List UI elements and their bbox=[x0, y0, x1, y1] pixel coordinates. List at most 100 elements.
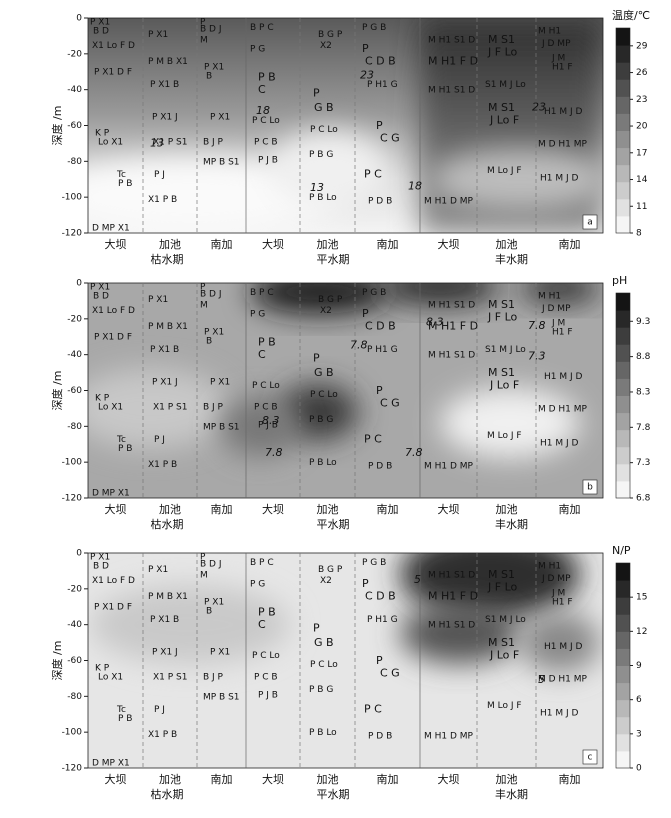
site-group-label: P C bbox=[364, 702, 382, 715]
y-tick-label: -20 bbox=[67, 584, 82, 594]
y-tick-label: -100 bbox=[62, 193, 83, 203]
site-group-label: X1 Lo F D bbox=[92, 576, 135, 586]
colorbar-frame bbox=[615, 292, 631, 499]
site-label: 大坝 bbox=[438, 502, 460, 516]
site-group-label: M D H1 MP bbox=[538, 674, 588, 684]
site-group-label: M bbox=[200, 570, 208, 580]
colorbar-tick-label: 9.3 bbox=[636, 317, 650, 327]
site-group-label: M H1 bbox=[538, 291, 561, 301]
colorbar-step bbox=[616, 614, 630, 632]
site-group-label: M Lo J F bbox=[487, 701, 522, 711]
contour-label: 13 bbox=[310, 181, 324, 194]
colorbar-title: pH bbox=[612, 274, 627, 287]
site-group-label: B D J bbox=[200, 560, 221, 570]
site-group-label: P C Lo bbox=[252, 381, 280, 391]
site-group-label: J M bbox=[551, 588, 565, 598]
site-group-label: P B bbox=[118, 179, 132, 189]
site-group-label: M bbox=[200, 35, 208, 45]
site-group-label: P X1 J bbox=[152, 647, 178, 657]
site-group-label: B G P bbox=[318, 295, 343, 305]
site-group-label: P B Lo bbox=[309, 728, 337, 738]
y-tick-label: 0 bbox=[76, 279, 82, 289]
colorbar-tick-label: 15 bbox=[636, 593, 647, 603]
site-group-label: P X1 bbox=[90, 553, 110, 563]
site-group-label: X1 P S1 bbox=[153, 138, 187, 148]
site-label: 加池 bbox=[159, 503, 181, 516]
contour-label: 8.3 bbox=[426, 315, 444, 328]
site-group-label: S1 M J Lo bbox=[485, 345, 526, 355]
colorbar-tick-label: 23 bbox=[636, 95, 647, 105]
site-group-label: P B bbox=[258, 71, 276, 84]
site-group-label: P bbox=[313, 352, 320, 365]
colorbar-step bbox=[616, 164, 630, 183]
y-axis-label: 深度 /m bbox=[50, 641, 64, 681]
site-label: 加池 bbox=[317, 773, 339, 786]
site-group-label: M H1 bbox=[538, 561, 561, 571]
colorbar-tick-label: 6.8 bbox=[636, 494, 651, 504]
site-group-label: B D bbox=[93, 26, 109, 36]
site-group-label: P B bbox=[118, 444, 132, 454]
season-label: 丰水期 bbox=[495, 253, 528, 266]
site-group-label: M S1 bbox=[488, 298, 515, 311]
contour-label: 23 bbox=[360, 68, 374, 81]
site-group-label: P C B bbox=[254, 403, 278, 413]
site-group-label: S1 M J Lo bbox=[485, 80, 526, 90]
contour-label: 7.8 bbox=[528, 319, 546, 332]
site-group-label: M H1 bbox=[538, 26, 561, 36]
site-group-label: H1 M J D bbox=[540, 708, 578, 718]
colorbar-step bbox=[616, 480, 630, 499]
site-label: 大坝 bbox=[262, 772, 284, 786]
site-group-label: P X1 bbox=[204, 62, 224, 72]
field-blob bbox=[400, 603, 520, 664]
colorbar-tick-label: 20 bbox=[636, 122, 648, 132]
field-blob bbox=[440, 387, 580, 458]
contour-field bbox=[88, 283, 603, 498]
site-label: 南加 bbox=[377, 238, 399, 251]
site-group-label: X1 P B bbox=[148, 460, 177, 470]
site-group-label: X2 bbox=[320, 306, 332, 316]
season-label: 丰水期 bbox=[495, 518, 528, 531]
colorbar-step bbox=[616, 130, 630, 149]
colorbar-title: 温度/℃ bbox=[612, 8, 650, 22]
site-group-label: P X1 B bbox=[150, 345, 179, 355]
site-group-label: P D B bbox=[368, 462, 392, 472]
site-group-label: M H1 S1 D bbox=[428, 35, 475, 45]
site-group-label: P bbox=[362, 577, 369, 590]
panel-letter-box bbox=[582, 479, 598, 495]
site-group-label: P G B bbox=[362, 23, 386, 33]
site-group-label: G B bbox=[314, 636, 334, 649]
site-group-label: M S1 bbox=[488, 366, 515, 379]
site-group-label: MP B S1 bbox=[203, 692, 240, 702]
field-blob bbox=[520, 612, 600, 673]
site-group-label: G B bbox=[314, 101, 334, 114]
site-group-label: P D B bbox=[368, 197, 392, 207]
colorbar-title: N/P bbox=[612, 544, 631, 557]
site-group-label: P X1 bbox=[210, 112, 230, 122]
site-group-label: X1 Lo F D bbox=[92, 41, 135, 51]
contour-label: 18 bbox=[256, 104, 270, 117]
site-group-label: D MP X1 bbox=[92, 489, 130, 499]
season-label: 平水期 bbox=[317, 253, 350, 266]
site-group-label: B J P bbox=[203, 138, 224, 148]
site-group-label: P J bbox=[154, 435, 165, 445]
site-group-label: P bbox=[376, 384, 383, 397]
site-label: 南加 bbox=[377, 773, 399, 786]
y-tick-label: -120 bbox=[62, 494, 83, 504]
site-group-label: P C Lo bbox=[310, 390, 338, 400]
panel-letter-box bbox=[582, 749, 598, 765]
colorbar-step bbox=[616, 361, 630, 379]
site-group-label: P J B bbox=[258, 690, 278, 700]
site-group-label: B bbox=[206, 336, 212, 346]
y-axis-label: 深度 /m bbox=[50, 371, 64, 411]
site-label: 大坝 bbox=[438, 237, 460, 251]
site-group-label: P C bbox=[364, 167, 382, 180]
site-group-label: J F Lo bbox=[487, 580, 517, 593]
colorbar-step bbox=[616, 344, 630, 362]
colorbar-step bbox=[616, 395, 630, 414]
site-label: 加池 bbox=[159, 773, 181, 786]
field-blob bbox=[380, 283, 500, 305]
site-group-label: B D J bbox=[200, 25, 221, 35]
y-tick-label: -40 bbox=[67, 85, 82, 95]
site-group-label: X1 P S1 bbox=[153, 673, 187, 683]
